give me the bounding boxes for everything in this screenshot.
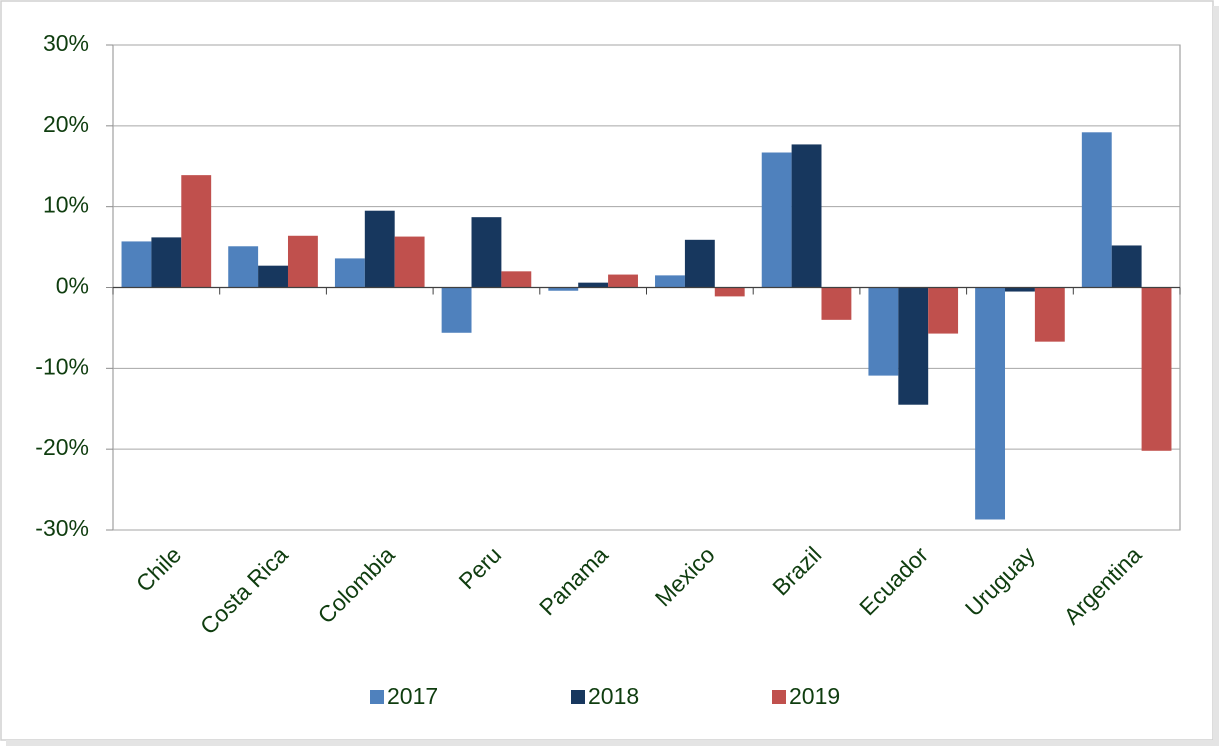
bar (928, 287, 959, 334)
y-tick-label: -10% (35, 353, 89, 379)
bar (1005, 287, 1035, 292)
bar (608, 274, 638, 288)
bar (791, 144, 822, 288)
y-tick-label: 20% (43, 111, 89, 137)
y-tick-label: -20% (35, 434, 89, 460)
y-tick-label: 10% (43, 192, 89, 218)
legend-label: 2019 (789, 683, 840, 709)
bar (441, 287, 472, 333)
bar (501, 271, 532, 288)
bar (1034, 287, 1065, 342)
bar (821, 287, 852, 320)
bar (1081, 132, 1112, 288)
bar (548, 287, 579, 291)
legend-swatch (772, 690, 786, 704)
legend-label: 2017 (387, 683, 438, 709)
bar (578, 282, 609, 288)
bar (334, 258, 365, 288)
bar (655, 275, 685, 288)
bar (684, 239, 715, 288)
bar (258, 265, 288, 288)
bar (364, 210, 395, 288)
bar (471, 217, 502, 288)
bar (898, 287, 929, 405)
bar (868, 287, 899, 376)
frame-shadow (6, 740, 1219, 746)
bar (761, 152, 792, 288)
y-tick-label: 0% (56, 273, 89, 299)
y-tick-label: 30% (43, 30, 89, 56)
legend-swatch (571, 690, 585, 704)
bar (1111, 245, 1142, 288)
bar (975, 287, 1006, 520)
frame-shadow (1213, 6, 1219, 744)
y-tick-label: -30% (35, 515, 89, 541)
bar (151, 237, 182, 288)
bar (181, 175, 212, 288)
bar (394, 236, 425, 288)
bar (714, 287, 745, 297)
bar (228, 246, 259, 288)
bar (287, 235, 318, 288)
bar (121, 241, 152, 288)
legend-swatch (370, 690, 384, 704)
legend-label: 2018 (588, 683, 639, 709)
bar (1141, 287, 1172, 451)
